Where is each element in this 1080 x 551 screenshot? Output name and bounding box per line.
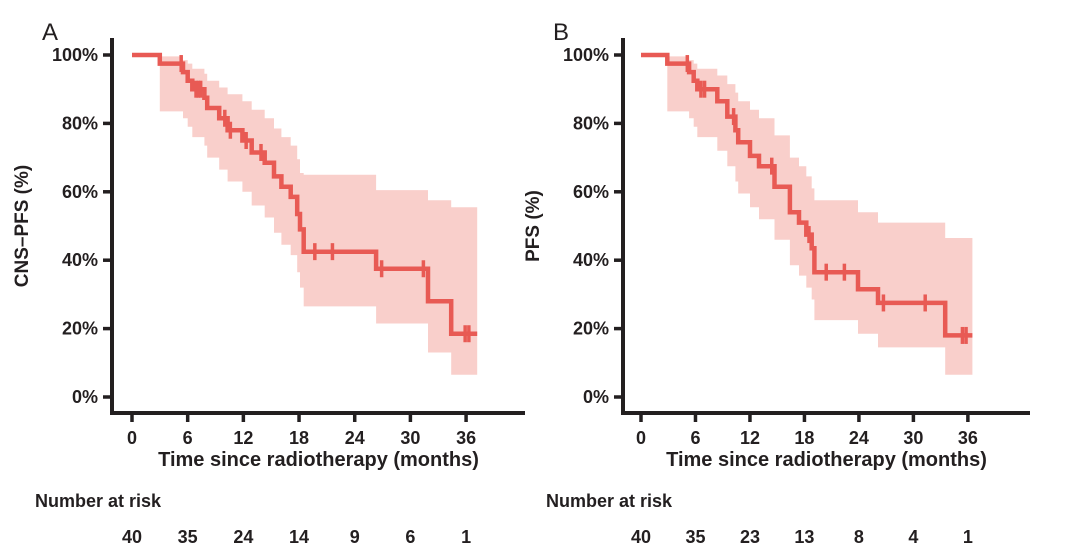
confidence-band-B	[667, 56, 973, 375]
risk-count: 14	[289, 527, 309, 547]
risk-count: 35	[685, 527, 705, 547]
y-tick-label: 40%	[62, 250, 98, 270]
x-tick-label: 0	[127, 428, 137, 448]
y-tick-label: 60%	[62, 182, 98, 202]
panel-A: 0 6 12 18 24 30 36 0% 20% 40% 60% 80% 100%A Time sinc…	[12, 19, 525, 547]
x-tick-label: 24	[345, 428, 365, 448]
risk-count: 13	[794, 527, 814, 547]
risk-count: 40	[631, 527, 651, 547]
risk-count: 8	[854, 527, 864, 547]
x-tick-label: 30	[903, 428, 923, 448]
x-tick-label: 12	[233, 428, 253, 448]
risk-count: 1	[461, 527, 471, 547]
risk-count: 9	[350, 527, 360, 547]
y-tick-label: 20%	[573, 319, 609, 339]
y-tick-label: 100%	[52, 45, 98, 65]
risk-table-label-B: Number at risk	[546, 491, 673, 511]
x-tick-label: 18	[289, 428, 309, 448]
risk-count: 4	[908, 527, 918, 547]
risk-count: 35	[178, 527, 198, 547]
x-tick-label: 18	[794, 428, 814, 448]
y-tick-label: 20%	[62, 319, 98, 339]
y-tick-label: 0%	[72, 387, 98, 407]
x-tick-label: 36	[958, 428, 978, 448]
y-tick-label: 40%	[573, 250, 609, 270]
panel-label-B: B	[553, 19, 569, 46]
y-tick-label: 80%	[573, 113, 609, 133]
x-tick-label: 24	[849, 428, 869, 448]
y-axis-title-B: PFS (%)	[523, 190, 544, 262]
confidence-band-A	[159, 56, 478, 375]
risk-count: 6	[405, 527, 415, 547]
risk-count: 1	[963, 527, 973, 547]
risk-count: 24	[233, 527, 253, 547]
x-axis-title-B: Time since radiotherapy (months)	[666, 449, 987, 471]
y-tick-label: 60%	[573, 182, 609, 202]
risk-table-label-A: Number at risk	[35, 491, 162, 511]
x-tick-label: 30	[400, 428, 420, 448]
x-tick-label: 0	[636, 428, 646, 448]
x-axis-title-A: Time since radiotherapy (months)	[158, 449, 479, 471]
y-tick-label: 0%	[583, 387, 609, 407]
x-tick-label: 12	[740, 428, 760, 448]
risk-count: 23	[740, 527, 760, 547]
x-tick-label: 6	[690, 428, 700, 448]
y-axis-title-A: CNS–PFS (%)	[12, 165, 33, 287]
x-tick-label: 6	[183, 428, 193, 448]
y-tick-label: 80%	[62, 113, 98, 133]
km-curve-B	[641, 52, 973, 338]
panel-label-A: A	[42, 19, 58, 46]
risk-count: 40	[122, 527, 142, 547]
x-tick-label: 36	[456, 428, 476, 448]
y-tick-label: 100%	[563, 45, 609, 65]
